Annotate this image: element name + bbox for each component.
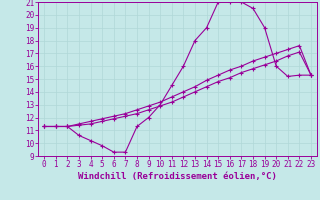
X-axis label: Windchill (Refroidissement éolien,°C): Windchill (Refroidissement éolien,°C) [78,172,277,181]
